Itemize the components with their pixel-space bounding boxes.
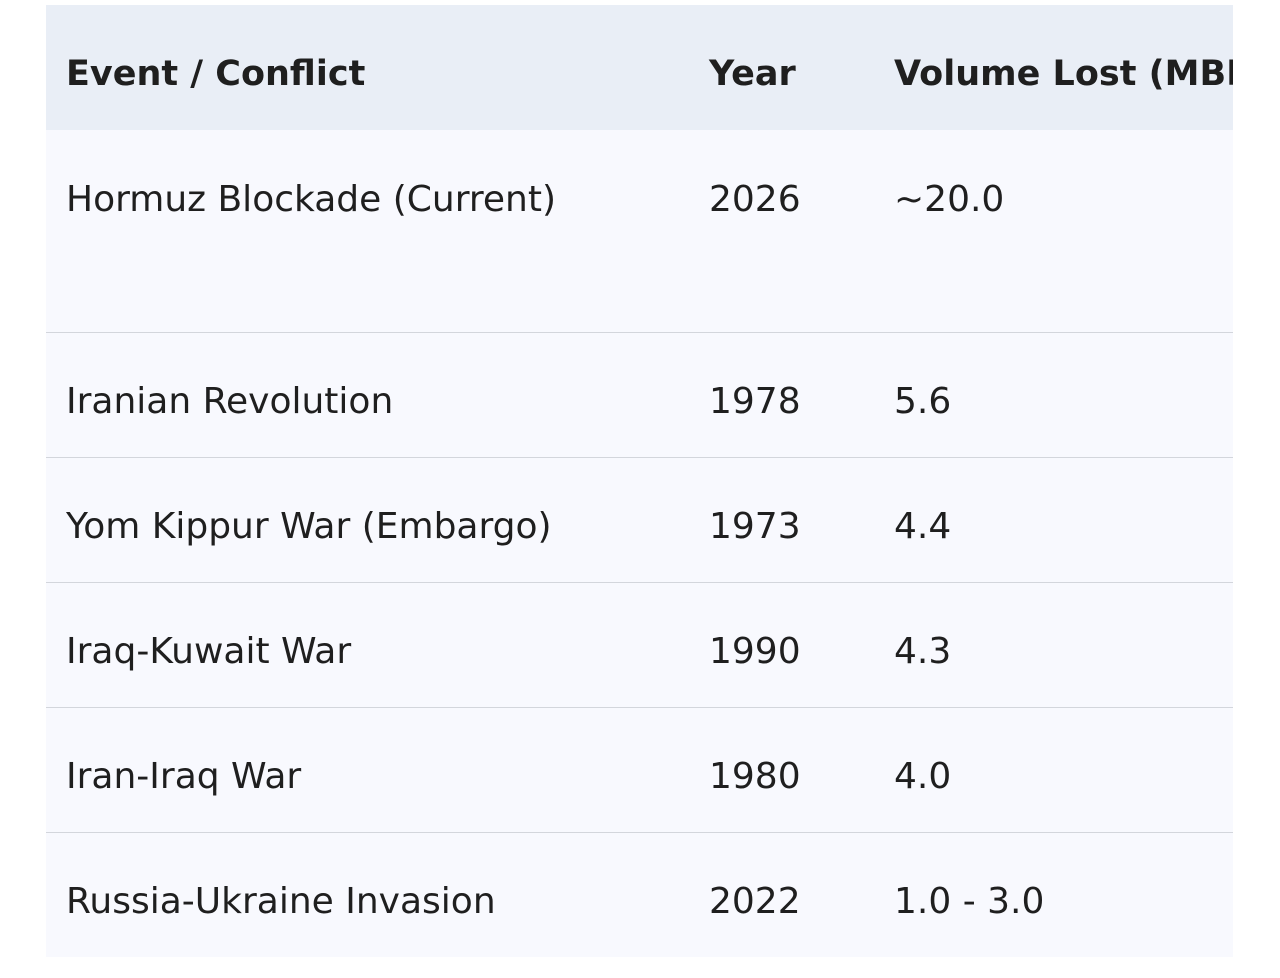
table-cell: 1978 [709,381,801,422]
table-row: Hormuz Blockade (Current) 2026 ~20.0 [46,130,1233,332]
table-cell: 1.0 - 3.0 [894,881,1045,922]
table-cell: 4.3 [894,631,952,672]
table-cell: 4.4 [894,506,952,547]
table-cell: Yom Kippur War (Embargo) [66,506,552,547]
table-row: Iraq-Kuwait War 1990 4.3 [46,582,1233,707]
table-row: Iran-Iraq War 1980 4.0 [46,707,1233,832]
header-cell: Event / Conflict [66,54,366,94]
table-cell: 2022 [709,881,801,922]
table-cell: Iranian Revolution [66,381,394,422]
table: Event / Conflict Year Volume Lost (MBP Hor… [46,5,1233,957]
table-cell: 1973 [709,506,801,547]
table-header: Event / Conflict Year Volume Lost (MBP [46,5,1233,130]
header-cell: Volume Lost (MBP [894,54,1233,94]
table-cell: Iran-Iraq War [66,756,302,797]
table-cell: 2026 [709,179,801,220]
table-cell: Iraq-Kuwait War [66,631,352,672]
table-cell: Hormuz Blockade (Current) [66,179,557,220]
table-row: Yom Kippur War (Embargo) 1973 4.4 [46,457,1233,582]
table-cell: Russia-Ukraine Invasion [66,881,496,922]
table-row: Iranian Revolution 1978 5.6 [46,332,1233,457]
table-cell: 4.0 [894,756,952,797]
table-cell: 1980 [709,756,801,797]
table-cell: ~20.0 [894,179,1005,220]
table-row: Russia-Ukraine Invasion 2022 1.0 - 3.0 [46,832,1233,957]
table-cell: 1990 [709,631,801,672]
table-cell: 5.6 [894,381,952,422]
header-cell: Year [709,54,796,94]
